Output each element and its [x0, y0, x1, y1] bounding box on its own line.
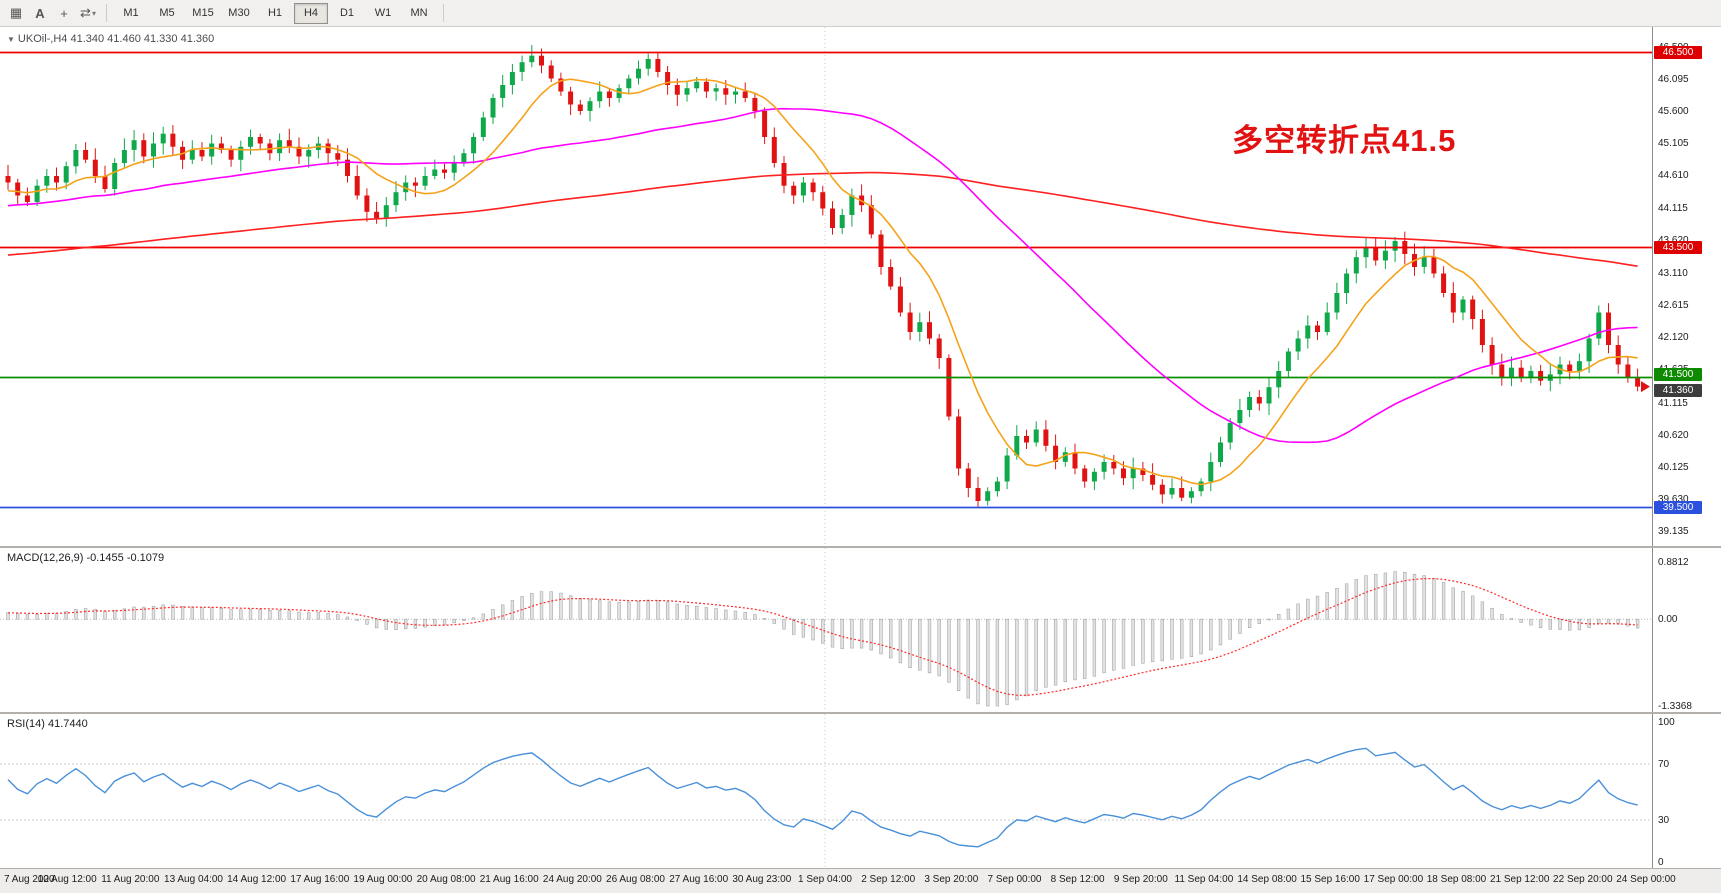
price-label: 43.110	[1658, 267, 1688, 279]
toolbar-left-icons: ▦ A + ⇄ ▾	[4, 3, 100, 23]
price-label: 41.115	[1658, 397, 1688, 409]
timeframe-button-h1[interactable]: H1	[267, 7, 283, 19]
macd-label: MACD(12,26,9) -0.1455 -0.1079	[7, 552, 165, 564]
symbol-ohlc-text: UKOil-,H4 41.340 41.460 41.330 41.360	[17, 33, 215, 45]
timeframe-button-h4[interactable]: H4	[294, 2, 328, 24]
time-label: 26 Aug 08:00	[606, 874, 665, 885]
price-tag-41.500: 41.500	[1654, 367, 1702, 381]
main-chart-panel: ▼ UKOil-,H4 41.340 41.460 41.330 41.360 多…	[0, 27, 1721, 546]
time-label: 14 Aug 12:00	[227, 874, 287, 885]
chart-annotation-text: 多空转折点41.5	[1232, 123, 1457, 158]
rsi-scale-label: 0	[1658, 857, 1664, 868]
macd-scale-label: 0.00	[1658, 614, 1678, 626]
time-label: 7 Aug 2020	[4, 874, 55, 885]
time-label: 21 Sep 12:00	[1489, 874, 1550, 885]
rsi-scale-label: 70	[1658, 759, 1670, 770]
price-label: 40.620	[1658, 429, 1689, 441]
price-tag-39.500: 39.500	[1654, 500, 1702, 514]
rsi-scale[interactable]: 100 70 30 0	[1652, 714, 1721, 868]
time-label: 14 Sep 08:00	[1237, 874, 1297, 885]
price-label: 39.135	[1658, 526, 1689, 538]
rsi-scale-label: 30	[1658, 815, 1670, 826]
time-label: 1 Sep 04:00	[798, 874, 852, 885]
price-chart-canvas[interactable]	[0, 27, 1652, 546]
macd-scale[interactable]: 0.8812 0.00 -1.3368	[1652, 548, 1721, 712]
price-tag-43.500: 43.500	[1654, 240, 1702, 254]
price-label: 43.620	[1658, 235, 1689, 246]
toolbar-separator	[443, 4, 444, 22]
time-label: 13 Aug 04:00	[164, 874, 223, 885]
timeframe-button-m1[interactable]: M1	[123, 7, 139, 19]
toolbar: ▦ A + ⇄ ▾ M1 M5 M15 M30 H1 H4 D1 W1 MN	[0, 0, 1721, 27]
price-label: 46.095	[1658, 73, 1689, 85]
charts-grid-icon[interactable]: ▦	[9, 5, 23, 20]
price-label: 40.125	[1658, 461, 1689, 473]
time-axis[interactable]: 7 Aug 2020 10 Aug 12:00 11 Aug 20:00 13 Aug…	[0, 868, 1721, 893]
time-label: 8 Sep 12:00	[1050, 874, 1105, 885]
timeframe-button-d1[interactable]: D1	[339, 7, 355, 19]
time-label: 30 Aug 23:00	[732, 874, 792, 885]
price-label: 42.120	[1658, 332, 1689, 344]
rsi-scale-label: 100	[1658, 717, 1675, 728]
timeframe-button-m5[interactable]: M5	[159, 7, 175, 19]
time-label: 22 Sep 20:00	[1553, 874, 1613, 885]
time-label: 2 Sep 12:00	[861, 874, 916, 885]
timeframe-button-mn[interactable]: MN	[410, 7, 428, 19]
price-label: 44.115	[1658, 202, 1688, 214]
time-label: 27 Aug 16:00	[669, 874, 729, 885]
time-label: 17 Sep 00:00	[1363, 874, 1424, 885]
rsi-label: RSI(14) 41.7440	[7, 718, 88, 730]
price-tag-41.360: 41.360	[1654, 383, 1702, 397]
time-label: 18 Sep 08:00	[1426, 874, 1487, 885]
timeframe-button-w1[interactable]: W1	[374, 7, 392, 19]
time-label: 3 Sep 20:00	[924, 874, 979, 885]
timeframe-button-m15[interactable]: M15	[192, 7, 214, 19]
macd-scale-label: 0.8812	[1658, 557, 1689, 568]
price-label: 45.600	[1658, 106, 1689, 117]
crosshair-icon[interactable]: +	[60, 5, 68, 21]
time-label: 17 Aug 16:00	[290, 874, 350, 885]
time-label: 11 Sep 04:00	[1174, 874, 1234, 885]
macd-scale-label: -1.3368	[1658, 701, 1692, 712]
toolbar-separator	[106, 4, 107, 22]
time-label: 7 Sep 00:00	[987, 874, 1042, 885]
time-label: 11 Aug 20:00	[101, 874, 160, 885]
price-label: 45.105	[1658, 138, 1689, 150]
price-label: 39.630	[1658, 494, 1689, 505]
rsi-indicator-panel: RSI(14) 41.7440 100 70 30 0	[0, 712, 1721, 868]
price-scale[interactable]: 46.59046.09545.60045.10544.61044.11543.6…	[1652, 27, 1721, 546]
price-tag-46.500: 46.500	[1654, 45, 1702, 59]
symbol-ohlc-label: ▼ UKOil-,H4 41.340 41.460 41.330 41.360	[7, 33, 214, 45]
time-label: 20 Aug 08:00	[416, 874, 476, 885]
macd-chart-canvas[interactable]	[0, 548, 1652, 712]
price-label: 42.615	[1658, 300, 1689, 311]
timeframe-button-m30[interactable]: M30	[228, 7, 250, 19]
time-label: 9 Sep 20:00	[1113, 874, 1168, 885]
macd-indicator-panel: MACD(12,26,9) -0.1455 -0.1079 0.8812 0.00…	[0, 546, 1721, 712]
price-label: 44.610	[1658, 170, 1689, 182]
time-label: 15 Sep 16:00	[1300, 874, 1360, 885]
time-label: 10 Aug 12:00	[37, 874, 97, 885]
time-label: 24 Aug 20:00	[542, 874, 602, 885]
time-label: 24 Sep 00:00	[1616, 874, 1676, 885]
time-label: 19 Aug 00:00	[353, 874, 413, 885]
chart-shift-icon[interactable]: ⇄ ▾	[80, 5, 96, 20]
symbol-dropdown-caret[interactable]: ▼	[7, 35, 15, 44]
rsi-chart-canvas[interactable]	[0, 714, 1652, 868]
dropdown-caret-icon: ▾	[91, 8, 96, 18]
timeframe-button-group: M1 M5 M15 M30 H1 H4 D1 W1 MN	[113, 2, 437, 24]
time-label: 21 Aug 16:00	[479, 874, 539, 885]
text-annotation-icon[interactable]: A	[35, 5, 45, 21]
